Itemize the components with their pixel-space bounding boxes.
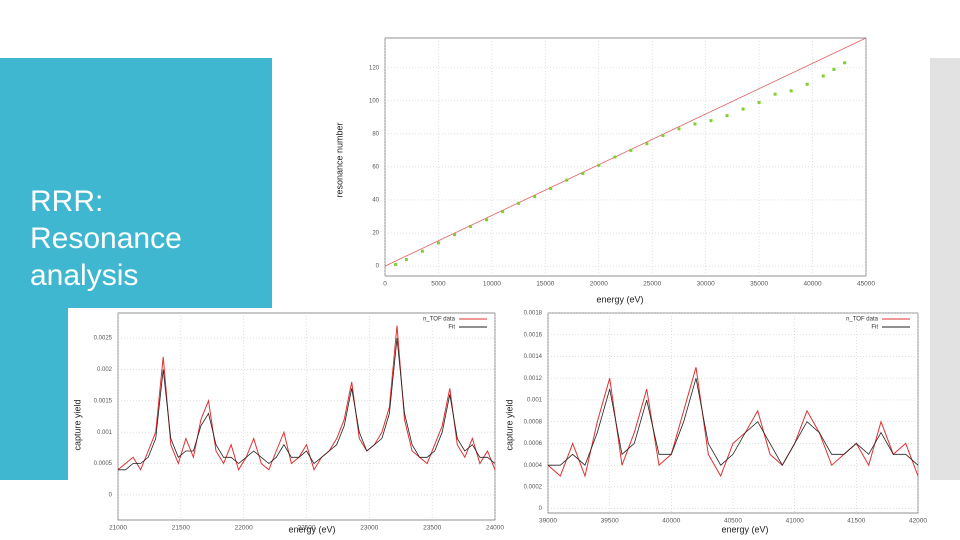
x-tick-label: 41000 [786,518,804,525]
y-tick-label: 0.0006 [524,441,543,447]
data-point [501,210,505,214]
x-tick-label: 23000 [360,525,378,532]
x-tick-label: 0 [383,281,387,288]
x-tick-label: 15000 [536,281,554,288]
x-axis-label: energy (eV) [288,524,335,534]
y-tick-label: 0.0002 [524,484,543,490]
data-point [741,107,745,111]
data-point [843,61,847,65]
legend-label: Fit [448,325,455,331]
y-tick-label: 0 [109,492,113,498]
data-point [821,74,825,78]
y-tick-label: 0.0005 [94,461,113,467]
x-axis-label: energy (eV) [721,524,768,534]
x-tick-label: 39500 [601,518,619,525]
y-tick-label: 120 [369,65,380,71]
chart-background [68,308,500,526]
y-tick-label: 0.0004 [524,463,543,469]
data-point [613,155,617,159]
series-line [548,378,919,467]
x-tick-label: 40500 [724,518,742,525]
x-tick-label: 45000 [857,281,875,288]
data-point [420,249,424,253]
y-tick-label: 100 [369,98,380,104]
y-tick-label: 0.0025 [94,336,113,342]
y-tick-label: 0 [539,506,543,512]
x-tick-label: 41500 [847,518,865,525]
data-point [789,89,793,93]
data-point [485,218,489,222]
x-tick-label: 42000 [909,518,927,525]
data-point [404,257,408,261]
x-tick-label: 24000 [486,525,504,532]
plot-frame [384,37,867,277]
y-tick-label: 0.0008 [524,419,543,425]
data-point [805,82,809,86]
legend-label: n_TOF data [846,317,879,323]
x-tick-label: 30000 [697,281,715,288]
x-tick-label: 35000 [750,281,768,288]
y-axis-label: capture yield [72,399,82,450]
x-tick-label: 40000 [662,518,680,525]
x-tick-label: 21000 [109,525,127,532]
data-point [581,172,585,176]
y-tick-label: 60 [372,164,379,170]
legend-label: n_TOF data [423,317,456,323]
slide-title: RRR: Resonance analysis [30,185,182,292]
x-axis-label: energy (eV) [596,294,643,304]
y-tick-label: 0.0015 [94,398,113,404]
data-point [757,100,761,104]
data-point [452,233,456,237]
data-point [394,262,398,266]
x-tick-label: 23500 [423,525,441,532]
legend-label: Fit [871,325,878,331]
x-tick-label: 21500 [172,525,190,532]
data-point [661,134,665,138]
x-tick-label: 25000 [643,281,661,288]
fit-line [384,37,867,267]
data-point [725,114,729,118]
y-tick-label: 80 [372,131,379,137]
x-tick-label: 22000 [235,525,253,532]
x-tick-label: 39000 [539,518,557,525]
x-tick-label: 22500 [297,525,315,532]
y-tick-label: 0.0016 [524,332,543,338]
data-point [645,142,649,146]
data-point [517,201,521,205]
x-tick-label: 20000 [590,281,608,288]
y-tick-label: 0.0014 [524,354,543,360]
data-point [597,163,601,167]
data-point [677,127,681,131]
data-point [549,186,553,190]
data-point [773,92,777,96]
chart-background [515,308,928,526]
data-point [533,195,537,199]
data-point [693,122,697,126]
y-tick-label: 0 [376,264,380,270]
y-tick-label: 0.002 [97,367,113,373]
data-point [565,178,569,182]
data-point [629,148,633,152]
x-tick-label: 10000 [483,281,501,288]
y-tick-label: 0.001 [527,398,543,404]
chart-background [350,34,882,292]
y-axis-label: resonance number [334,122,344,197]
y-axis-label: capture yield [504,399,514,450]
x-tick-label: 5000 [431,281,446,288]
series-line [118,338,496,471]
data-point [832,67,836,71]
data-point [469,224,473,228]
y-tick-label: 40 [372,198,379,204]
x-tick-label: 40000 [804,281,822,288]
data-point [709,119,713,123]
y-tick-label: 0.0018 [524,311,543,317]
y-tick-label: 0.0012 [524,376,543,382]
y-tick-label: 0.001 [97,430,113,436]
y-tick-label: 20 [372,231,379,237]
side-bar [930,58,960,480]
data-point [436,241,440,245]
